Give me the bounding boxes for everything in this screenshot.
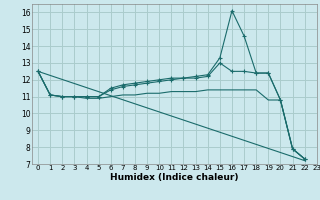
X-axis label: Humidex (Indice chaleur): Humidex (Indice chaleur)	[110, 173, 239, 182]
